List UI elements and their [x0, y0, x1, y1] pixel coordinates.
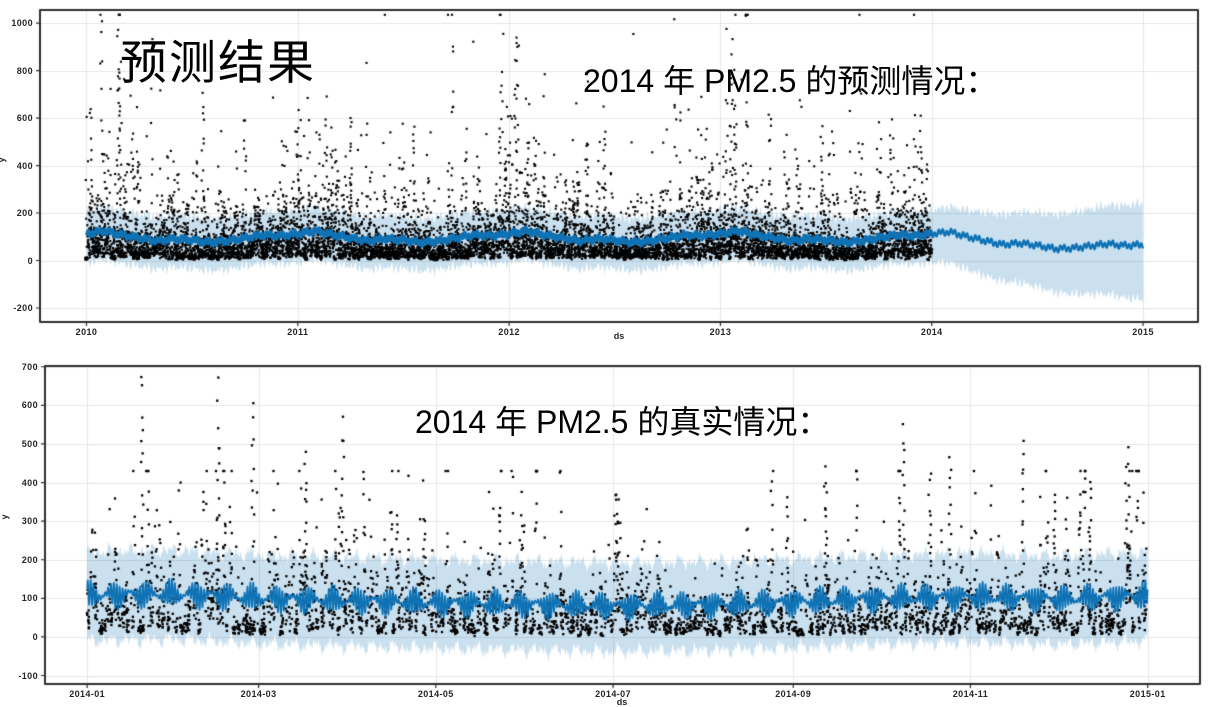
y-axis-label: y — [0, 157, 7, 162]
x-tick-label: 2014 — [920, 327, 943, 337]
y-tick-label: 700 — [21, 361, 38, 372]
actual-chart-panel: 2014-01 2014-03 2014-05 2014-07 2014-09 2014-… — [0, 360, 1212, 707]
y-tick-label: 0 — [32, 631, 38, 642]
y-tick-label: 600 — [21, 400, 38, 411]
x-tick-label: 2010 — [75, 327, 98, 337]
y-tick-label: 400 — [16, 160, 33, 171]
y-tick-label: 0 — [27, 255, 33, 266]
y-tick-label: 300 — [21, 516, 38, 527]
y-tick-label: 200 — [16, 208, 33, 218]
y-tick-label: 100 — [21, 593, 38, 604]
x-tick-label: 2014-03 — [240, 689, 277, 699]
x-axis-label: ds — [613, 331, 625, 341]
y-axis-label: y — [0, 514, 10, 520]
y-tick-label: 500 — [21, 438, 38, 449]
x-tick-label: 2012 — [498, 327, 520, 337]
x-tick-label: 2014-07 — [595, 689, 631, 699]
x-tick-label: 2014-11 — [952, 689, 989, 699]
x-tick-label: 2014-09 — [775, 689, 812, 699]
y-tick-label: 400 — [21, 477, 38, 488]
y-tick-label: 600 — [16, 113, 33, 124]
x-axis-label: ds — [616, 697, 628, 707]
x-tick-label: 2015-01 — [1129, 689, 1166, 699]
prediction-chart-panel: 2010 2011 2012 2013 2014 2015 -200 0 200 400 600 80… — [0, 0, 1212, 345]
x-tick-label: 2015 — [1132, 327, 1154, 337]
y-tick-label: -100 — [18, 670, 38, 681]
prediction-chart-plot — [0, 0, 1212, 345]
prediction-caption: 2014 年 PM2.5 的预测情况： — [583, 63, 998, 99]
actual-caption: 2014 年 PM2.5 的真实情况： — [415, 404, 830, 440]
y-tick-label: 1000 — [11, 18, 33, 29]
x-tick-label: 2013 — [709, 327, 732, 337]
y-tick-label: 200 — [21, 554, 38, 565]
x-tick-label: 2014-05 — [417, 689, 454, 699]
slide-title: 预测结果 — [120, 36, 316, 89]
actual-chart-plot — [0, 360, 1212, 705]
x-tick-label: 2014-01 — [69, 689, 106, 699]
x-tick-label: 2011 — [287, 327, 309, 337]
y-tick-label: 800 — [16, 65, 33, 76]
y-tick-label: -200 — [13, 302, 33, 313]
